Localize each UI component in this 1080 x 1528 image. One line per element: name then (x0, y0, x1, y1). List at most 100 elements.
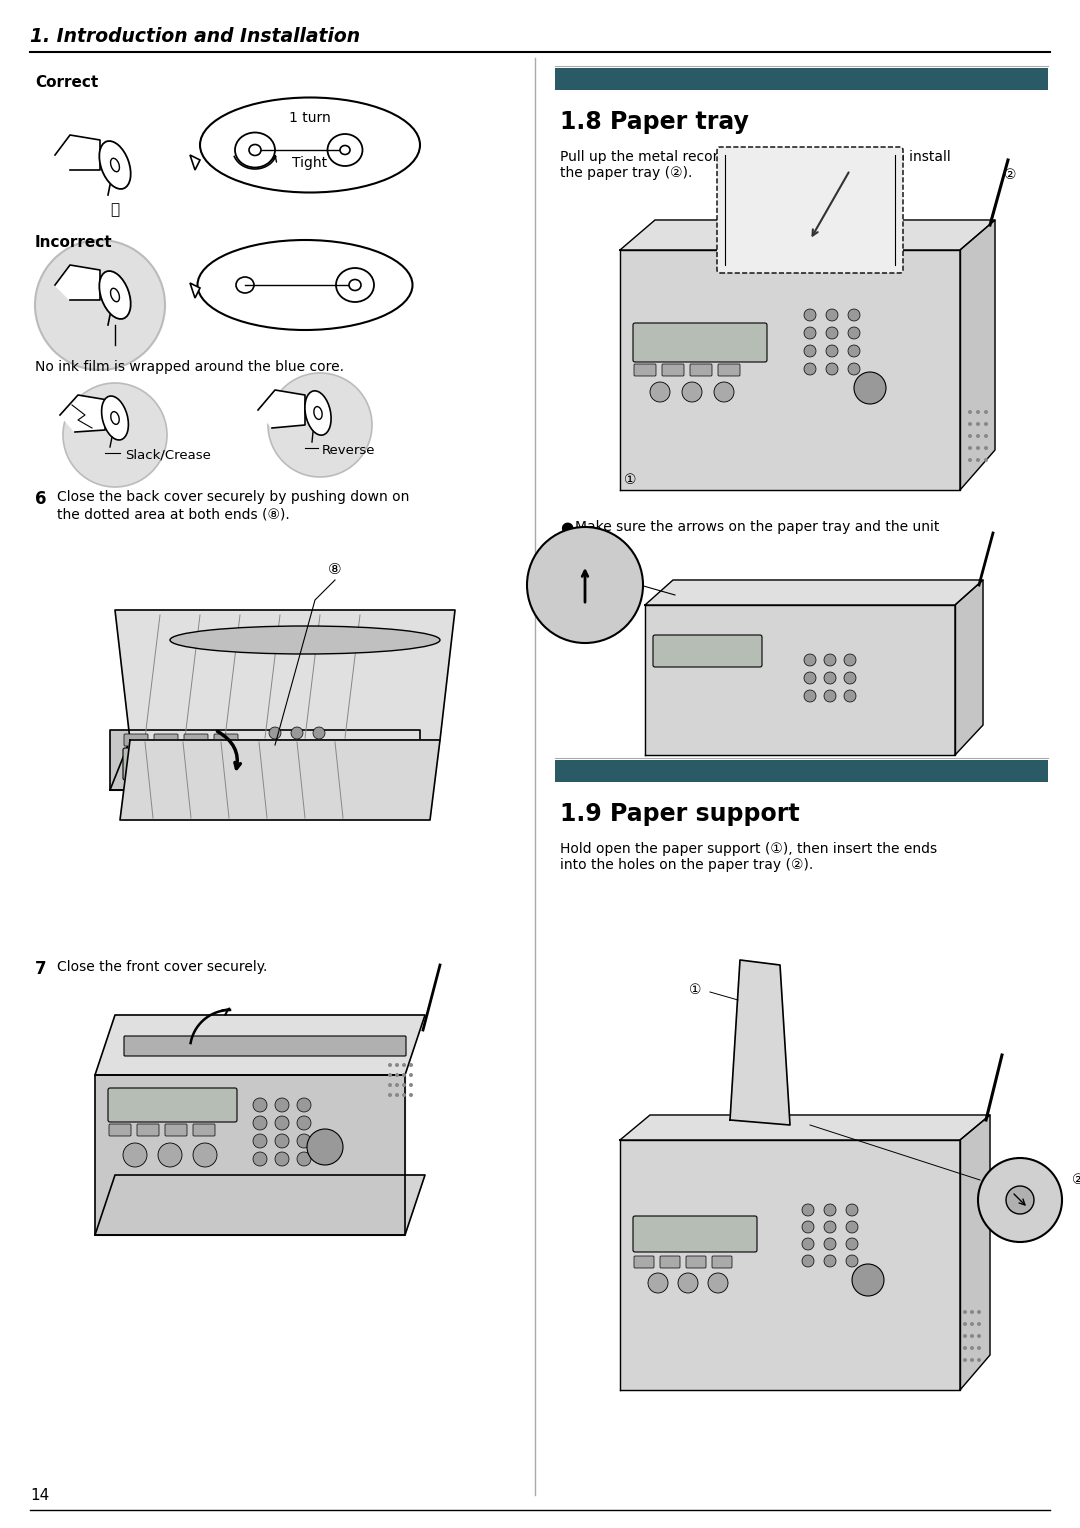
Ellipse shape (170, 626, 440, 654)
FancyBboxPatch shape (660, 1256, 680, 1268)
Polygon shape (55, 264, 100, 299)
Circle shape (678, 1273, 698, 1293)
Circle shape (402, 1073, 406, 1077)
Circle shape (977, 1334, 981, 1339)
Circle shape (395, 1063, 399, 1067)
Ellipse shape (235, 133, 275, 168)
Circle shape (313, 741, 325, 753)
Text: Close the front cover securely.: Close the front cover securely. (57, 960, 268, 973)
Circle shape (297, 1099, 311, 1112)
Circle shape (395, 1073, 399, 1077)
Ellipse shape (198, 240, 413, 330)
Text: 1. Introduction and Installation: 1. Introduction and Installation (30, 26, 360, 46)
Circle shape (388, 1063, 392, 1067)
Circle shape (269, 741, 281, 753)
Circle shape (968, 446, 972, 451)
Circle shape (402, 1093, 406, 1097)
Circle shape (804, 364, 816, 374)
FancyBboxPatch shape (633, 322, 767, 362)
Circle shape (804, 691, 816, 701)
Circle shape (650, 382, 670, 402)
Circle shape (253, 1115, 267, 1131)
Circle shape (843, 691, 856, 701)
Ellipse shape (336, 267, 374, 303)
Circle shape (826, 309, 838, 321)
Text: Incorrect: Incorrect (35, 235, 112, 251)
Circle shape (970, 1322, 974, 1326)
Circle shape (395, 1083, 399, 1086)
Circle shape (269, 727, 281, 740)
Polygon shape (620, 251, 960, 490)
Polygon shape (190, 154, 200, 170)
Circle shape (963, 1346, 967, 1351)
Circle shape (846, 1254, 858, 1267)
Circle shape (681, 382, 702, 402)
Circle shape (824, 1238, 836, 1250)
Circle shape (984, 410, 988, 414)
Text: Correct: Correct (35, 75, 98, 90)
Circle shape (968, 434, 972, 439)
Circle shape (123, 1143, 147, 1167)
Circle shape (984, 434, 988, 439)
Ellipse shape (99, 141, 131, 189)
Circle shape (802, 1221, 814, 1233)
Text: ②: ② (1003, 168, 1016, 182)
Ellipse shape (340, 145, 350, 154)
Circle shape (970, 1358, 974, 1361)
Ellipse shape (349, 280, 361, 290)
Polygon shape (620, 1115, 990, 1140)
Polygon shape (190, 283, 200, 298)
Polygon shape (110, 740, 440, 790)
Text: 1 turn: 1 turn (289, 112, 330, 125)
Circle shape (826, 345, 838, 358)
Circle shape (804, 309, 816, 321)
Circle shape (963, 1309, 967, 1314)
Text: ①: ① (689, 983, 701, 996)
Circle shape (846, 1204, 858, 1216)
Circle shape (313, 727, 325, 740)
Circle shape (291, 727, 303, 740)
Circle shape (804, 672, 816, 685)
FancyBboxPatch shape (184, 733, 208, 746)
Circle shape (297, 1152, 311, 1166)
Circle shape (976, 446, 980, 451)
Circle shape (291, 741, 303, 753)
FancyBboxPatch shape (686, 1256, 706, 1268)
Text: ⑧: ⑧ (328, 562, 341, 578)
Circle shape (35, 240, 165, 370)
Circle shape (804, 654, 816, 666)
Text: 1.9 Paper support: 1.9 Paper support (561, 802, 799, 827)
FancyBboxPatch shape (633, 1216, 757, 1251)
FancyBboxPatch shape (634, 364, 656, 376)
Circle shape (291, 769, 303, 781)
Circle shape (968, 410, 972, 414)
FancyBboxPatch shape (165, 1125, 187, 1135)
Circle shape (307, 1129, 343, 1164)
Text: the paper tray (②).: the paper tray (②). (561, 167, 692, 180)
Circle shape (826, 364, 838, 374)
Circle shape (963, 1322, 967, 1326)
Circle shape (1005, 1186, 1034, 1215)
Text: 1.8 Paper tray: 1.8 Paper tray (561, 110, 748, 134)
Polygon shape (120, 740, 440, 821)
FancyBboxPatch shape (124, 733, 148, 746)
Circle shape (984, 446, 988, 451)
Circle shape (970, 1334, 974, 1339)
Circle shape (648, 1273, 669, 1293)
Polygon shape (60, 396, 108, 432)
Circle shape (977, 1322, 981, 1326)
Text: Slack/Crease: Slack/Crease (125, 449, 211, 461)
Bar (555, 69, 1048, 90)
Circle shape (409, 1073, 413, 1077)
Circle shape (193, 1143, 217, 1167)
FancyBboxPatch shape (137, 1125, 159, 1135)
Circle shape (984, 422, 988, 426)
Circle shape (388, 1093, 392, 1097)
Polygon shape (55, 134, 100, 170)
Circle shape (824, 1204, 836, 1216)
Text: Pull up the metal recording paper guide (①), then install: Pull up the metal recording paper guide … (561, 150, 950, 163)
Circle shape (843, 672, 856, 685)
Circle shape (970, 1346, 974, 1351)
Text: 14: 14 (30, 1487, 50, 1502)
Text: ①: ① (624, 474, 636, 487)
